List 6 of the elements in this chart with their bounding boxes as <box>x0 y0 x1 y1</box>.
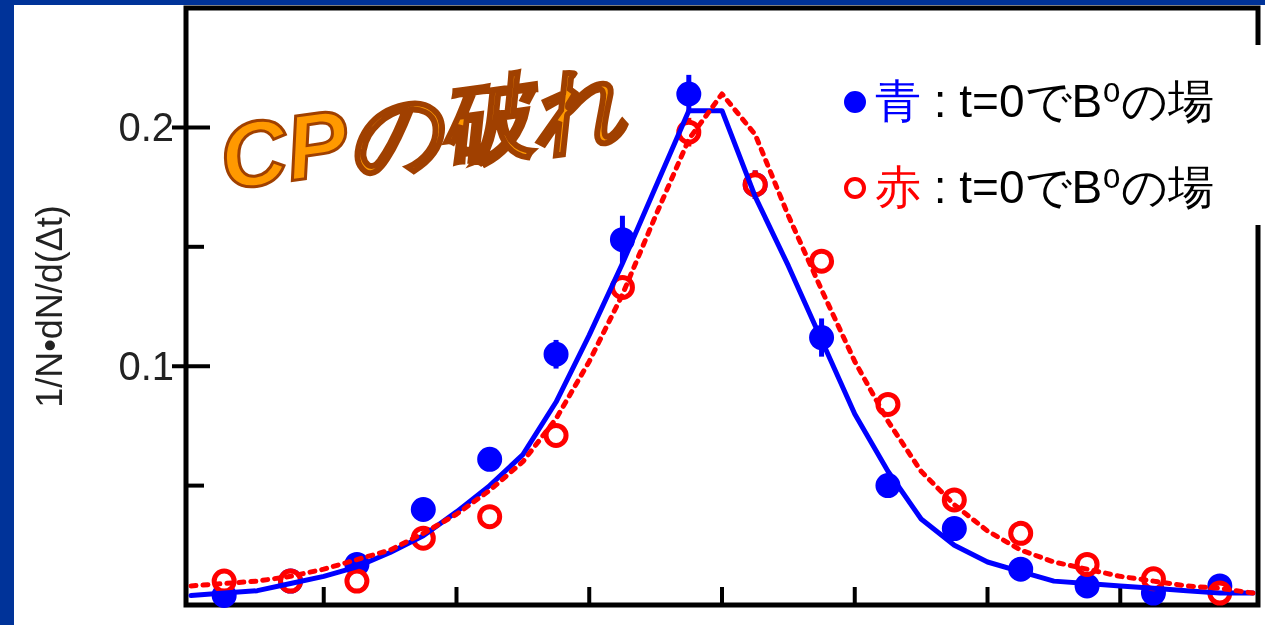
y-tick-label: 0.1 <box>118 344 174 389</box>
y-axis-title: 1/N•dN/d(Δt) <box>29 205 70 408</box>
y-tick-label: 0.2 <box>118 105 174 150</box>
text: CPの破れ <box>213 51 632 209</box>
legend-label: 青 : t=0でB⁰の場 <box>875 75 1214 127</box>
legend-label: 赤 : t=0でB⁰の場 <box>875 161 1214 213</box>
